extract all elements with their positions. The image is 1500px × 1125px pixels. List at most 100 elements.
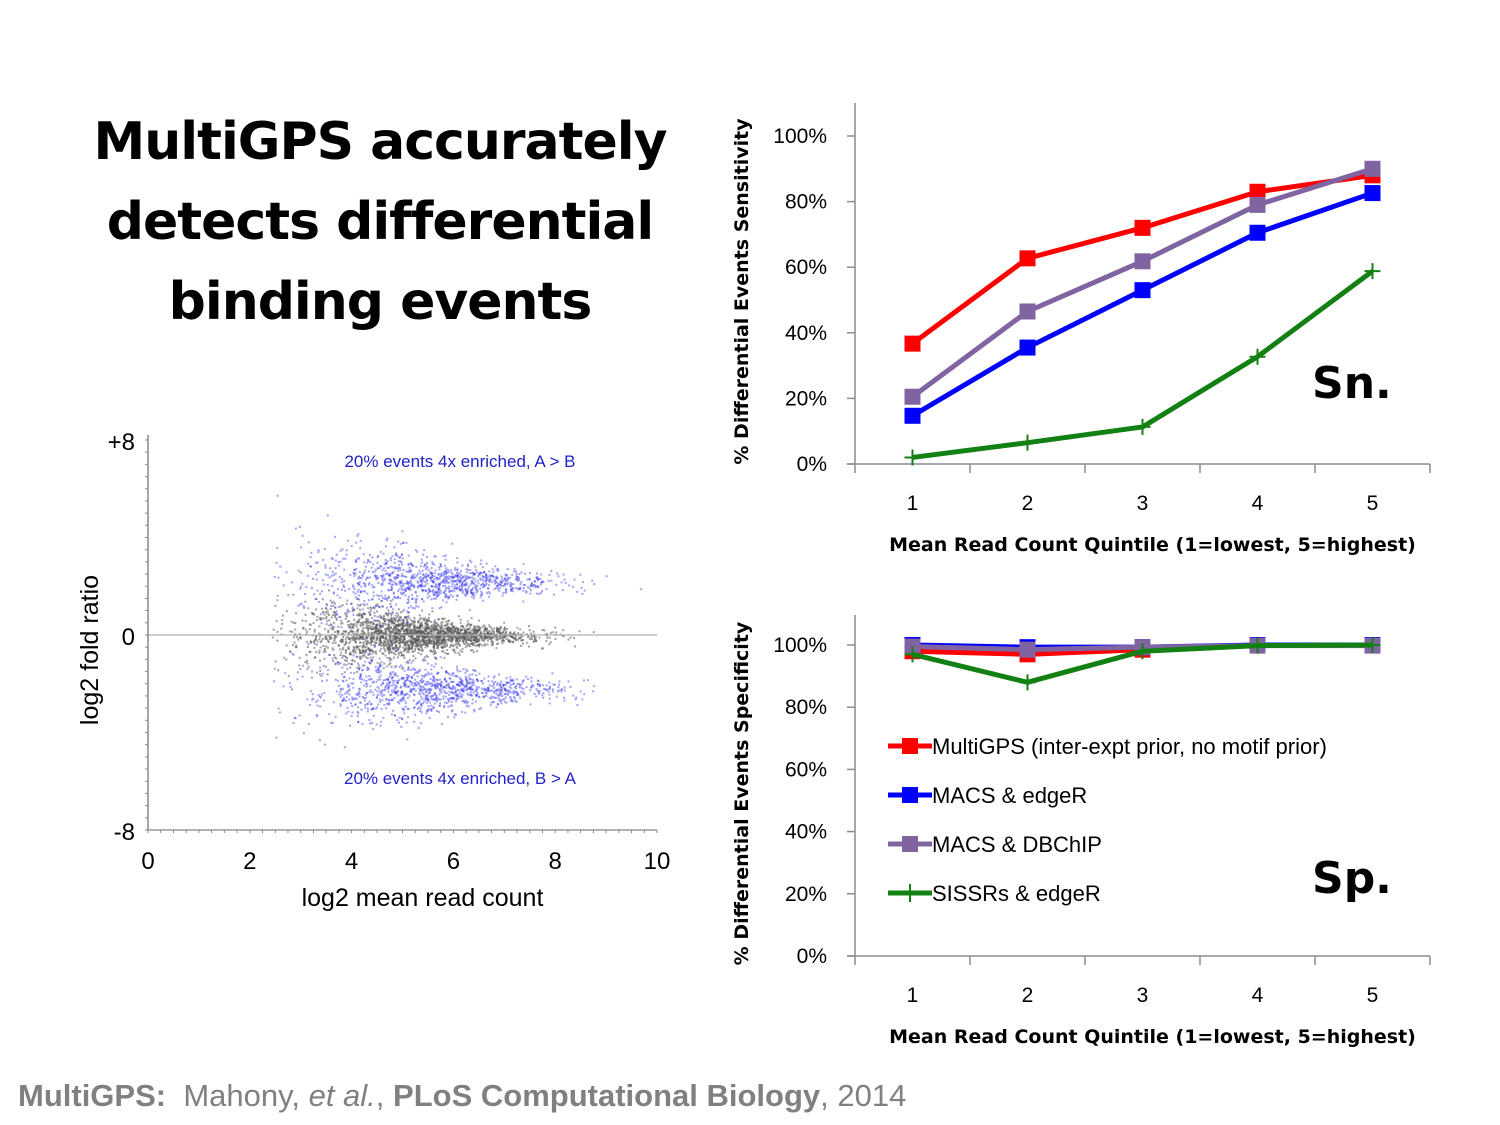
scatter-point — [369, 689, 372, 692]
scatter-point — [467, 693, 470, 696]
scatter-point — [373, 623, 376, 626]
scatter-point — [353, 660, 356, 663]
scatter-point — [511, 699, 514, 702]
scatter-point — [295, 612, 298, 615]
scatter-point — [361, 655, 364, 658]
scatter-point — [430, 709, 433, 712]
scatter-point — [415, 642, 418, 645]
scatter-point — [425, 690, 428, 693]
scatter-point — [327, 640, 330, 643]
scatter-point — [542, 696, 545, 699]
scatter-point — [397, 636, 400, 639]
scatter-point — [370, 632, 373, 635]
scatter-point — [368, 690, 371, 693]
scatter-point — [489, 704, 492, 707]
scatter-point — [367, 559, 370, 562]
scatter-point — [302, 605, 305, 608]
scatter-point — [458, 685, 461, 688]
scatter-point — [414, 640, 417, 643]
scatter-point — [495, 568, 498, 571]
scatter-point — [333, 591, 336, 594]
scatter-point — [422, 553, 425, 556]
scatter-point — [438, 643, 441, 646]
scatter-point — [493, 579, 496, 582]
scatter-point — [408, 625, 411, 628]
scatter-point — [419, 624, 422, 627]
scatter-point — [462, 699, 465, 702]
scatter-point — [420, 561, 423, 564]
scatter-point — [378, 643, 381, 646]
scatter-point — [410, 689, 413, 692]
scatter-point — [396, 576, 399, 579]
scatter-point — [494, 579, 497, 582]
scatter-point — [356, 715, 359, 718]
scatter-point — [430, 697, 433, 700]
scatter-point — [376, 678, 379, 681]
x-tick-label: 3 — [1137, 492, 1149, 515]
scatter-point — [474, 694, 477, 697]
scatter-point — [325, 645, 328, 648]
scatter-point — [374, 574, 377, 577]
scatter-point — [361, 573, 364, 576]
scatter-point — [433, 656, 436, 659]
scatter-point — [399, 591, 402, 594]
scatter-point — [485, 562, 488, 565]
scatter-point — [504, 696, 507, 699]
scatter-point — [538, 684, 541, 687]
scatter-point — [344, 638, 347, 641]
scatter-point — [380, 594, 383, 597]
scatter-point — [397, 614, 400, 617]
scatter-point — [481, 586, 484, 589]
scatter-point — [307, 541, 310, 544]
scatter-point — [415, 626, 418, 629]
scatter-point — [407, 648, 410, 651]
scatter-point — [383, 703, 386, 706]
scatter-point — [326, 610, 329, 613]
scatter-point — [512, 691, 515, 694]
scatter-point — [432, 707, 435, 710]
scatter-point — [321, 598, 324, 601]
scatter-point — [333, 654, 336, 657]
scatter-point — [500, 691, 503, 694]
scatter-point — [417, 727, 420, 730]
scatter-point — [453, 628, 456, 631]
scatter-point — [505, 574, 508, 577]
scatter-point — [421, 650, 424, 653]
scatter-point — [461, 680, 464, 683]
scatter-point — [437, 572, 440, 575]
scatter-point — [530, 686, 533, 689]
scatter-point — [335, 635, 338, 638]
scatter-point — [287, 594, 290, 597]
scatter-point — [504, 688, 507, 691]
scatter-point — [480, 707, 483, 710]
scatter-point — [411, 641, 414, 644]
scatter-point — [495, 575, 498, 578]
scatter-point — [355, 623, 358, 626]
scatter-point — [339, 653, 342, 656]
scatter-point — [430, 704, 433, 707]
scatter-point — [398, 580, 401, 583]
scatter-point — [351, 696, 354, 699]
scatter-point — [397, 700, 400, 703]
scatter-point — [480, 680, 483, 683]
scatter-point — [346, 647, 349, 650]
scatter-point — [324, 611, 327, 614]
scatter-point — [400, 581, 403, 584]
scatter-point — [459, 579, 462, 582]
scatter-point — [423, 617, 426, 620]
scatter-point — [395, 640, 398, 643]
scatter-point — [384, 613, 387, 616]
scatter-point — [483, 624, 486, 627]
scatter-point — [417, 683, 420, 686]
scatter-point — [438, 583, 441, 586]
scatter-point — [417, 635, 420, 638]
scatter-point — [385, 683, 388, 686]
scatter-point — [404, 701, 407, 704]
scatter-point — [387, 622, 390, 625]
scatter-point — [415, 598, 418, 601]
scatter-point — [509, 589, 512, 592]
scatter-point — [465, 702, 468, 705]
scatter-point — [415, 683, 418, 686]
scatter-point — [310, 676, 313, 679]
scatter-point — [411, 643, 414, 646]
